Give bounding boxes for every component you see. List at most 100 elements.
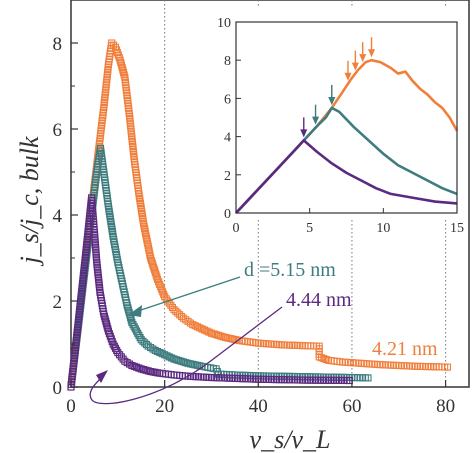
- data-point: [147, 254, 155, 262]
- main-plot-frame: [70, 0, 470, 388]
- inset-arrow-head: [368, 49, 376, 58]
- inset-y-tick-label: 4: [224, 131, 231, 146]
- inset-x-tick-label: 15: [450, 221, 464, 236]
- data-point: [150, 266, 159, 274]
- data-point: [133, 363, 141, 371]
- data-point: [144, 367, 152, 375]
- pointer-4-44-head: [96, 370, 108, 383]
- data-point: [149, 261, 157, 269]
- data-point: [364, 374, 372, 382]
- data-point: [125, 360, 134, 368]
- data-point: [214, 331, 223, 339]
- data-point: [156, 349, 164, 357]
- data-point: [148, 259, 156, 267]
- data-point: [161, 351, 169, 359]
- x-axis-title: v_s/v_L: [250, 425, 331, 453]
- inset-plot-frame: [235, 21, 458, 214]
- data-point: [179, 358, 187, 366]
- annotation-4-44-label: 4.44 nm: [286, 289, 352, 311]
- y-tick-label: 2: [53, 292, 63, 313]
- x-tick-label: 20: [155, 396, 174, 417]
- y-axis-title: j_s/j_c, bulk: [15, 136, 44, 267]
- x-tick-label: 60: [342, 396, 361, 417]
- data-point: [177, 357, 185, 365]
- annotation-4-21-label: 4.21 nm: [372, 338, 438, 360]
- inset-y-tick-label: 0: [224, 207, 231, 222]
- data-point: [196, 324, 204, 332]
- data-point: [207, 329, 216, 337]
- data-point: [191, 322, 199, 330]
- inset-ticks: 0 5 10 15 0 2 4 6 8 10: [217, 16, 464, 236]
- data-point: [128, 361, 136, 370]
- data-point: [189, 321, 197, 329]
- data-point: [175, 356, 183, 365]
- inset-x-tick-label: 10: [376, 221, 390, 236]
- data-point: [140, 366, 148, 374]
- data-point: [147, 256, 155, 264]
- data-point: [158, 350, 166, 358]
- data-point: [108, 39, 116, 47]
- data-point: [203, 327, 211, 335]
- data-point: [315, 353, 323, 361]
- data-point: [172, 356, 180, 364]
- pointer-5-15: [131, 276, 241, 314]
- data-point: [205, 328, 213, 336]
- y-tick-label: 4: [53, 206, 63, 227]
- data-point: [200, 326, 208, 334]
- inset-y-tick-label: 6: [224, 92, 231, 107]
- inset-arrow-head: [359, 54, 367, 63]
- data-point: [142, 366, 150, 374]
- data-point: [168, 354, 176, 362]
- data-point: [320, 355, 328, 363]
- inset-x-tick-label: 5: [306, 221, 313, 236]
- x-tick-label: 0: [66, 396, 76, 417]
- data-point: [217, 332, 225, 340]
- data-point: [151, 268, 159, 276]
- data-point: [322, 355, 330, 364]
- data-point: [165, 353, 173, 361]
- data-point: [135, 331, 143, 339]
- data-point: [163, 352, 171, 360]
- inset-x-tick-label: 0: [233, 221, 240, 236]
- data-point: [212, 331, 220, 339]
- data-point: [210, 330, 218, 338]
- data-point: [182, 359, 190, 367]
- x-tick-label: 80: [436, 396, 455, 417]
- data-point: [137, 365, 145, 373]
- data-point: [135, 364, 143, 372]
- data-point: [198, 325, 206, 333]
- data-point: [219, 333, 227, 341]
- inset-y-tick-label: 8: [224, 54, 231, 69]
- data-point: [151, 346, 159, 355]
- y-tick-label: 0: [53, 378, 63, 399]
- inset-background: [212, 8, 462, 220]
- main-series: [67, 39, 452, 391]
- data-point: [130, 362, 138, 370]
- annotation-pointers: [89, 276, 283, 405]
- inset-arrow-head: [344, 72, 352, 81]
- data-point: [111, 344, 120, 352]
- pointer-5-15-head: [128, 305, 142, 317]
- data-point: [152, 271, 160, 279]
- pointer-4-44: [89, 306, 283, 405]
- data-point: [317, 354, 326, 362]
- inset-y-tick-label: 2: [224, 169, 231, 184]
- inset-arrow-head: [312, 116, 320, 125]
- inset-arrow-head: [351, 62, 359, 71]
- data-point: [193, 323, 201, 331]
- inset-y-tick-label: 10: [217, 16, 231, 31]
- data-point: [170, 355, 178, 363]
- annotation-5-15-label: d =5.15 nm: [244, 259, 336, 281]
- data-point: [443, 363, 452, 371]
- y-tick-label: 6: [53, 120, 63, 141]
- inset-arrow-head: [300, 129, 308, 138]
- x-tick-label: 40: [249, 396, 268, 417]
- data-point: [154, 347, 162, 356]
- inset-arrows: [300, 37, 376, 138]
- data-point: [150, 264, 158, 272]
- y-tick-label: 8: [53, 34, 63, 55]
- inset-arrow-head: [328, 96, 336, 105]
- series-4-44-nm: [67, 194, 353, 391]
